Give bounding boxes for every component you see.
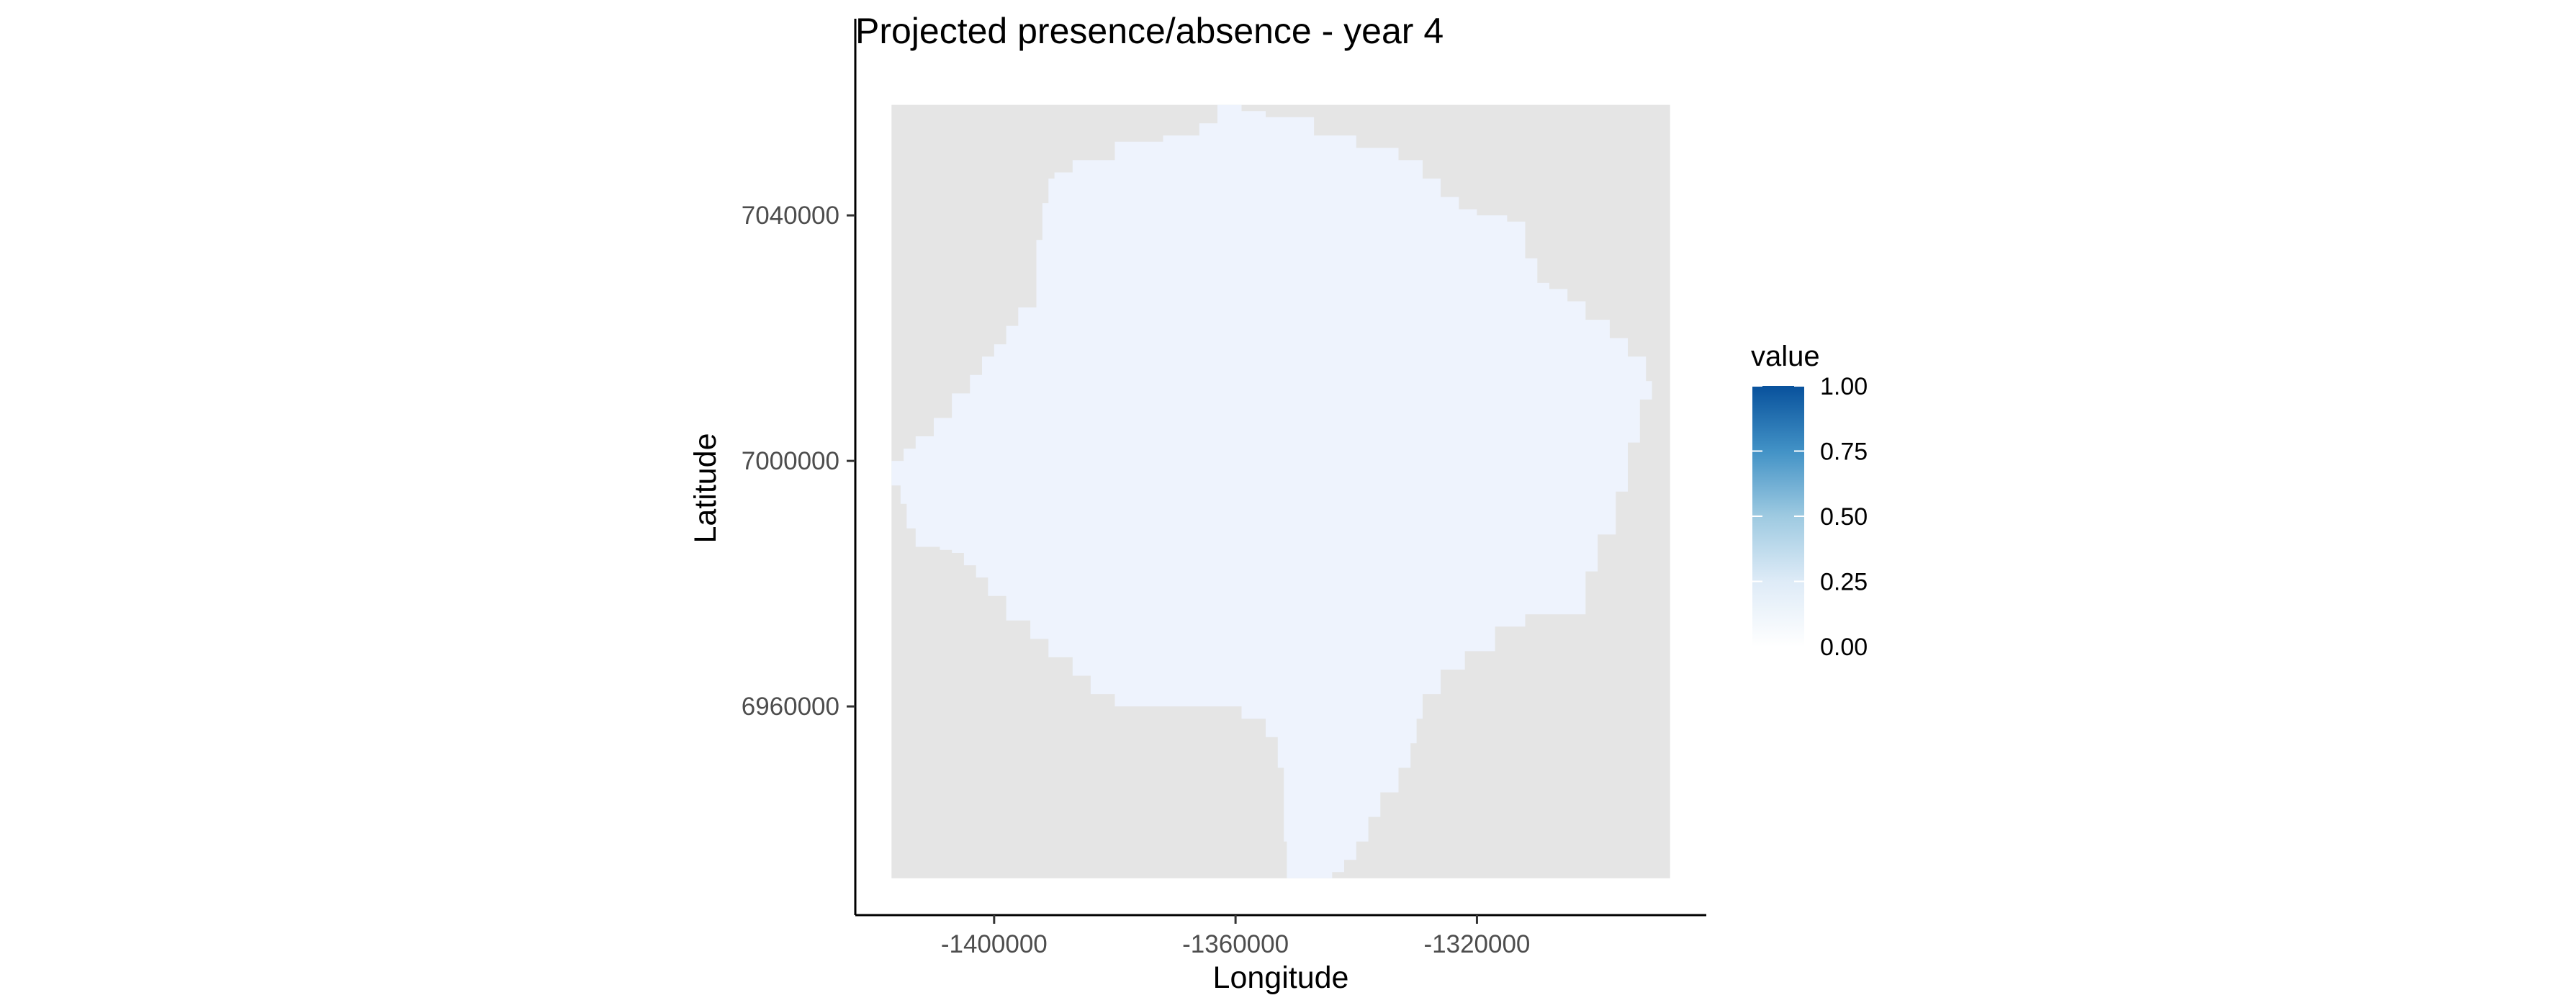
legend-tick-label: 0.50: [1820, 503, 1868, 531]
y-tick-label: 7040000: [742, 202, 839, 230]
legend-tick-label: 0.75: [1820, 438, 1868, 466]
x-tick-label: -1400000: [941, 930, 1048, 958]
legend-tick-label: 0.25: [1820, 569, 1868, 596]
y-tick-label: 7000000: [742, 447, 839, 475]
legend-tick-label: 1.00: [1820, 373, 1868, 400]
y-tick-label: 6960000: [742, 693, 839, 721]
legend-title: value: [1751, 341, 1820, 372]
x-axis-title: Longitude: [1213, 960, 1349, 995]
x-axis-ticks: -1400000 -1360000 -1320000: [941, 915, 1530, 958]
x-tick-label: -1360000: [1182, 930, 1289, 958]
legend: value 0.00 0.25 0.50 0.75 1.00: [1751, 341, 1868, 661]
legend-tick-label: 0.00: [1820, 634, 1868, 661]
chart-title: Projected presence/absence - year 4: [855, 11, 1444, 51]
y-axis-ticks: 6960000 7000000 7040000: [742, 202, 855, 721]
raster-region: [891, 104, 1670, 878]
x-tick-label: -1320000: [1423, 930, 1530, 958]
y-axis-title: Latitude: [688, 433, 723, 543]
plot-panel: [891, 104, 1670, 878]
legend-ticks: 0.00 0.25 0.50 0.75 1.00: [1752, 373, 1868, 661]
